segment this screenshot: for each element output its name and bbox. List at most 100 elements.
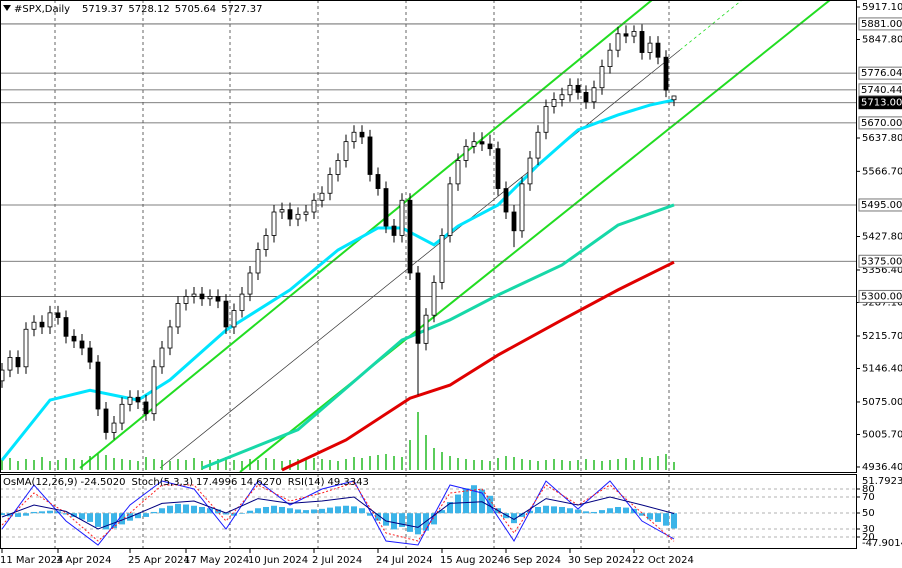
osma-bar — [295, 509, 301, 514]
x-tick-label: 25 Apr 2024 — [128, 555, 190, 566]
osma-bar — [175, 503, 181, 514]
osma-bar — [407, 513, 413, 532]
candle-body — [87, 347, 93, 363]
ohlc-value: 5728.12 — [128, 4, 169, 15]
level-label: 5300.00 — [861, 291, 902, 302]
candle-body — [287, 209, 293, 220]
osma-bar — [255, 508, 261, 514]
candle-body — [559, 94, 565, 100]
candle-body — [543, 106, 549, 133]
candle-body — [15, 357, 21, 368]
osma-bar — [63, 513, 69, 515]
candle-body — [47, 312, 53, 328]
indicator-header: OsMA(12,26,9) -24.5020 Stoch(5,3,3) 17.4996… — [3, 477, 369, 488]
x-tick-label: 22 Oct 2024 — [632, 555, 694, 566]
candle-body — [511, 211, 517, 232]
osma-bar — [47, 510, 53, 514]
osma-bar — [455, 494, 461, 514]
indicator-line — [1, 480, 675, 546]
x-tick-label: 3 Apr 2024 — [56, 555, 111, 566]
indicator-line — [1, 496, 675, 530]
osma-bar — [231, 513, 237, 516]
ohlc-value: 5727.37 — [221, 4, 262, 15]
candle-body — [143, 401, 149, 415]
candle-body — [343, 141, 349, 161]
indicator-panel — [0, 480, 856, 546]
y-tick-label: 5075.00 — [862, 397, 902, 408]
level-box — [858, 83, 902, 97]
y-tick-label: 30 — [862, 524, 875, 535]
y-tick-label: 5287.10 — [862, 297, 902, 308]
collapse-icon[interactable] — [3, 5, 11, 11]
stoch-signal: 14.6270 — [240, 477, 281, 488]
y-tick-label: 4936.40 — [862, 462, 902, 473]
osma-bar — [503, 513, 509, 519]
candle-body — [583, 92, 589, 103]
candle-body — [623, 33, 629, 37]
candle-body — [375, 174, 381, 189]
y-tick-label: 5005.70 — [862, 429, 902, 440]
osma-bar — [351, 506, 357, 514]
level-box — [858, 17, 902, 31]
candle-body — [607, 49, 613, 68]
candle-body — [351, 131, 357, 143]
osma-bar — [167, 505, 173, 514]
x-tick-label: 30 Sep 2024 — [568, 555, 631, 566]
candle-body — [567, 84, 573, 96]
level-label: 5740.44 — [861, 85, 902, 96]
candle-body — [599, 66, 605, 89]
candle-body — [127, 396, 133, 405]
osma-bar — [607, 508, 613, 514]
osma-bar — [271, 505, 277, 514]
osma-bar — [367, 513, 373, 516]
candle-body — [431, 281, 437, 316]
candle-body — [191, 293, 197, 297]
symbol-title: #SPX,Daily — [14, 4, 70, 15]
candle-body — [575, 84, 581, 93]
osma-bar — [119, 513, 125, 525]
osma-bar — [343, 505, 349, 514]
moving-average — [201, 203, 675, 470]
x-tick-label: 2 Jul 2024 — [312, 555, 362, 566]
x-tick-label: 6 Sep 2024 — [504, 555, 561, 566]
indicator-line — [1, 482, 675, 542]
candle-body — [79, 340, 85, 349]
osma-bar — [335, 506, 341, 514]
osma-bar — [0, 513, 5, 516]
osma-bar — [359, 508, 365, 514]
candle-body — [119, 403, 125, 424]
candle-body — [407, 199, 413, 274]
candle-body — [7, 357, 13, 371]
level-box — [858, 289, 902, 303]
y-tick-label: 70 — [862, 492, 875, 503]
y-tick-label: 5637.80 — [862, 133, 902, 144]
stoch-name: Stoch(5,3,3) — [132, 477, 194, 488]
channel-mid — [159, 49, 681, 469]
osma-bar — [223, 513, 229, 515]
osma-bar — [143, 513, 149, 517]
osma-bar — [559, 506, 565, 514]
y-tick-label: -47.9014 — [862, 538, 902, 549]
candle-body — [215, 296, 221, 302]
y-tick-label: 80 — [862, 484, 875, 495]
candle-body — [503, 188, 509, 213]
osma-bar — [439, 510, 445, 514]
candle-body — [631, 31, 637, 37]
osma-bar — [303, 510, 309, 514]
x-tick-label: 10 Jun 2024 — [248, 555, 308, 566]
level-label: 5670.00 — [861, 118, 902, 129]
candle-body — [95, 361, 101, 410]
moving-average — [281, 260, 675, 472]
candle-body — [295, 213, 301, 220]
candle-body — [55, 312, 61, 318]
osma-bar — [615, 506, 621, 514]
osma-name: OsMA(12,26,9) — [3, 477, 78, 488]
level-box — [858, 198, 902, 212]
candle-body — [151, 366, 157, 415]
x-tick-label: 15 Aug 2024 — [440, 555, 504, 566]
level-box — [858, 116, 902, 130]
osma-bar — [199, 506, 205, 514]
osma-bar — [655, 513, 661, 522]
candle-body — [135, 396, 141, 403]
